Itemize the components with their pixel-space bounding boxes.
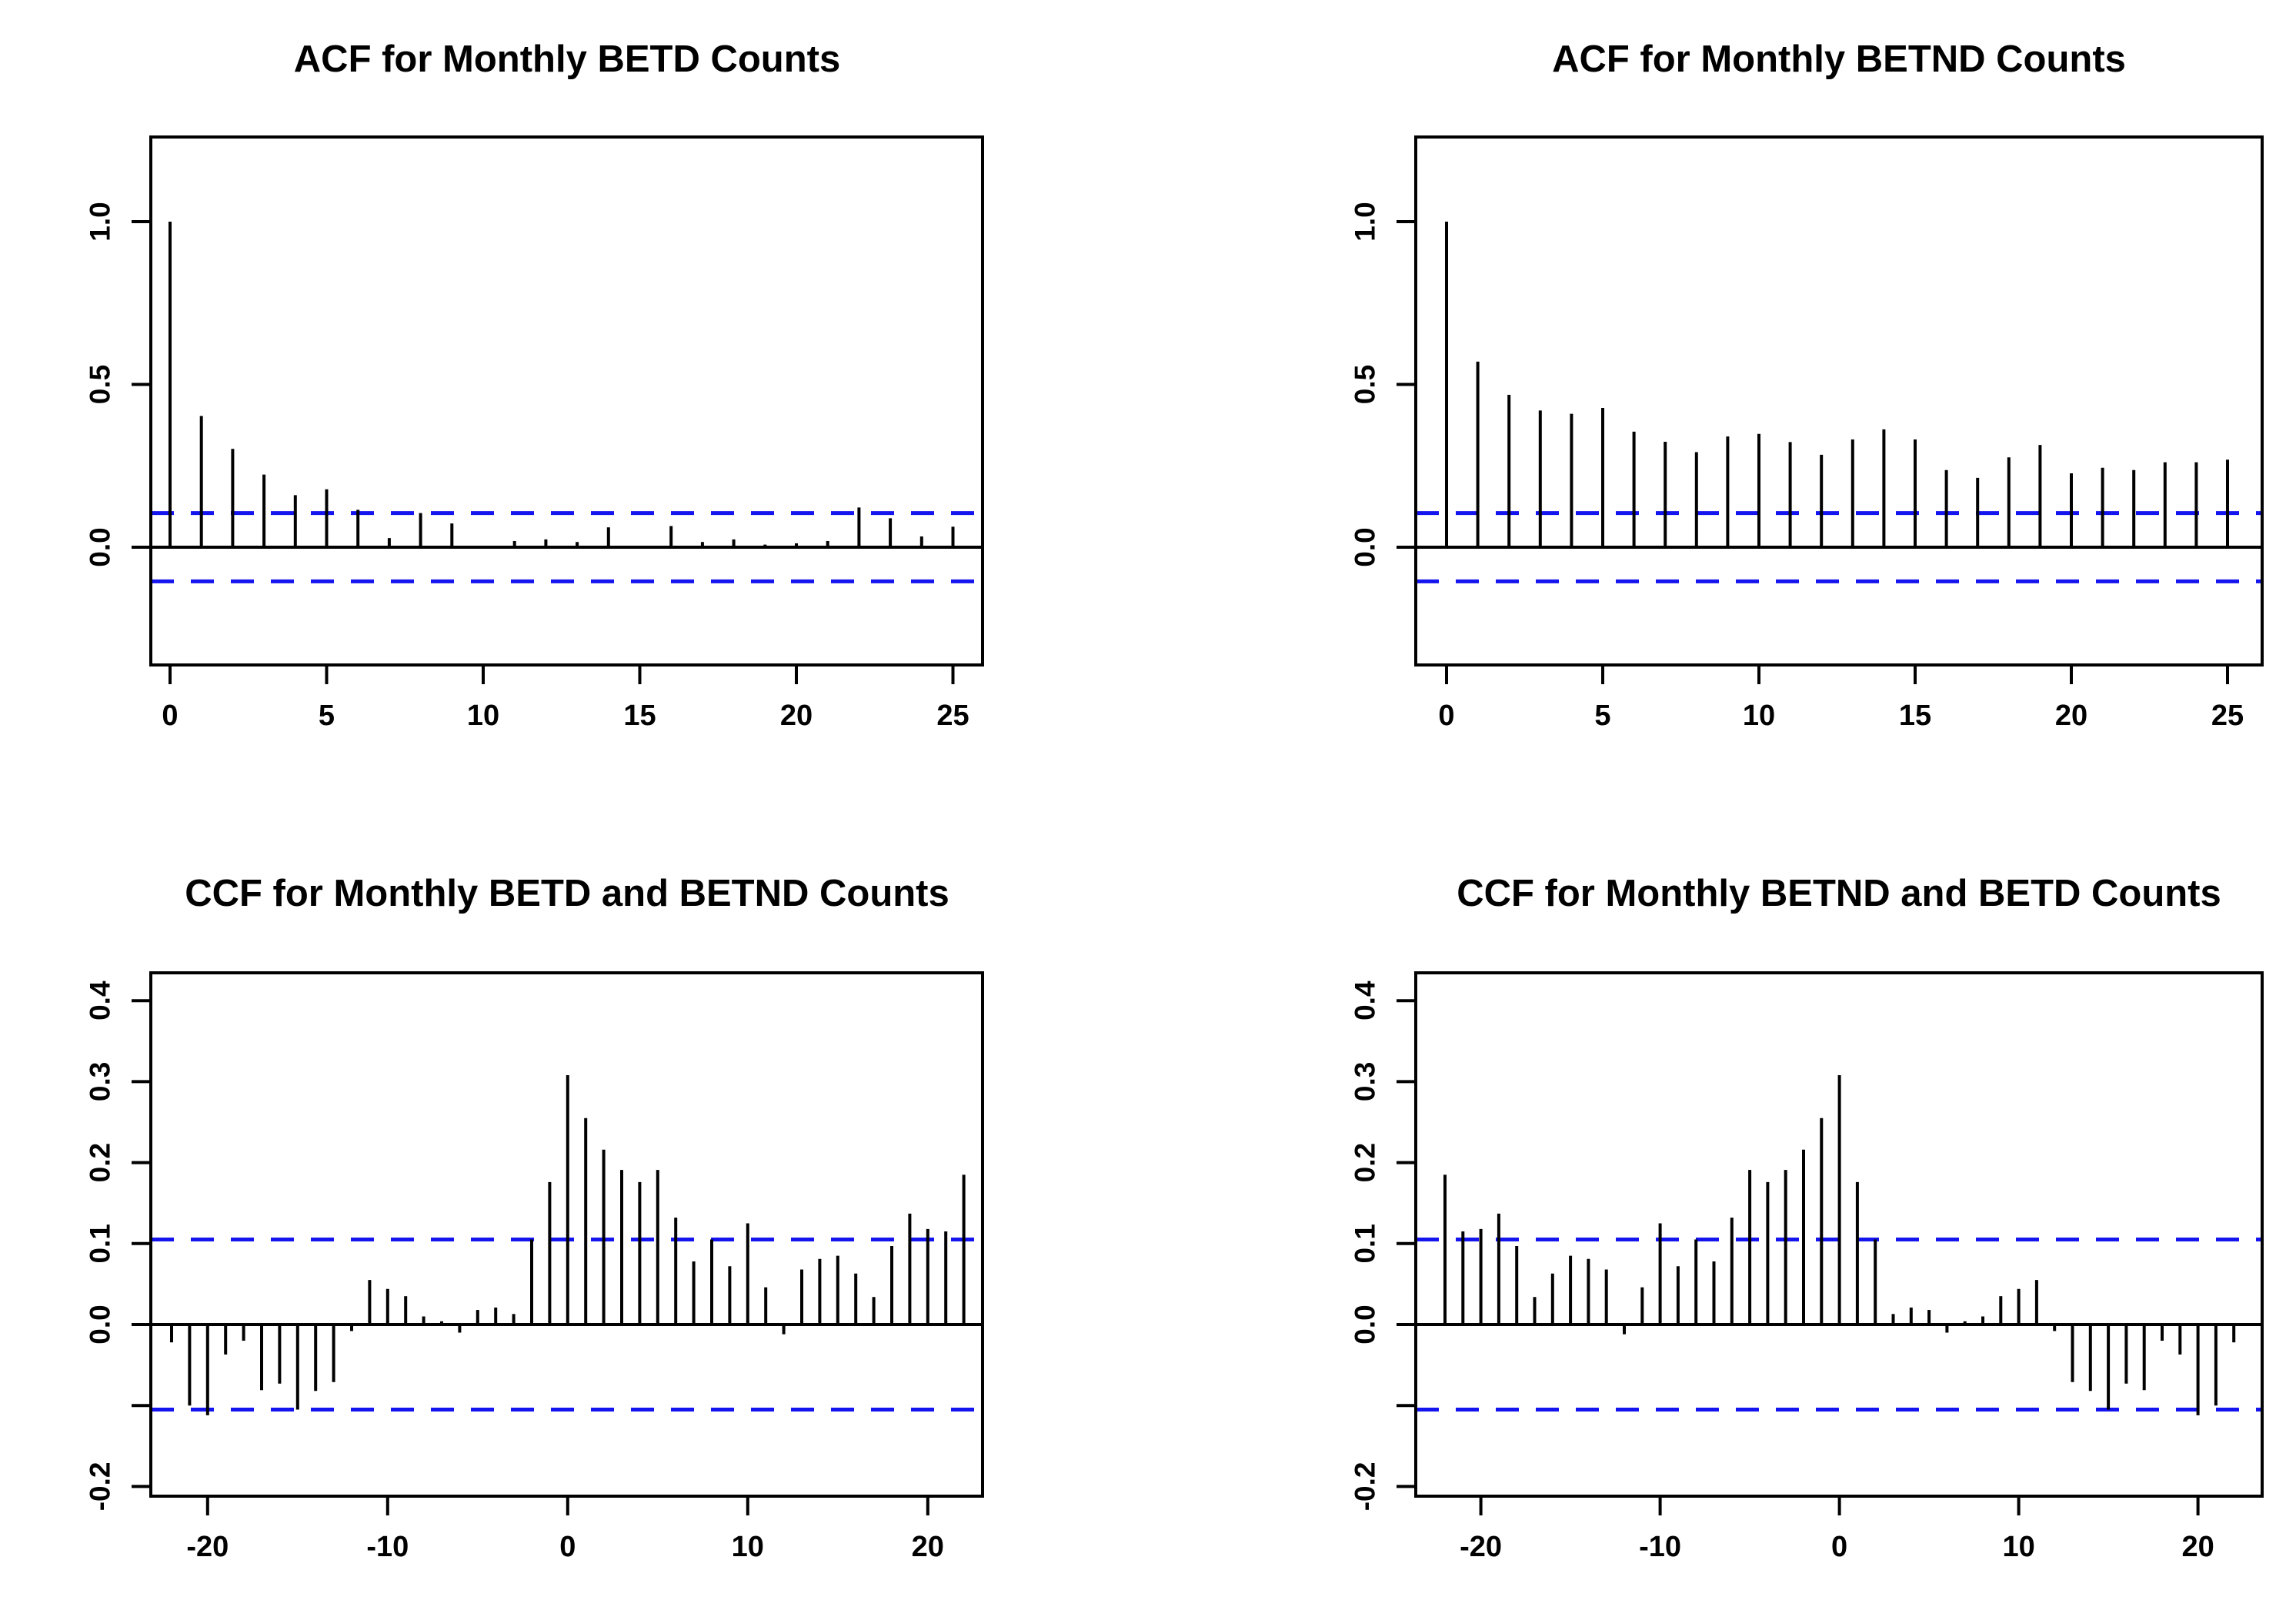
x-tick-label: 15 — [623, 700, 656, 732]
acf-betnd-stems — [1445, 222, 2229, 547]
y-tick-label: 0.3 — [1350, 1062, 1381, 1101]
x-tick-label: -20 — [1460, 1531, 1502, 1563]
chart-title-ccf-betnd-betd: CCF for Monthly BETND and BETD Counts — [1457, 873, 2221, 914]
x-axis: 0 5 10 15 20 25 — [1438, 665, 2244, 732]
chart-title-acf-betnd: ACF for Monthly BETND Counts — [1552, 38, 2126, 80]
y-tick-label: 0.4 — [85, 981, 116, 1021]
x-tick-label: 0 — [162, 700, 178, 732]
ccf-betnd-betd-stems — [1443, 1074, 2236, 1415]
y-tick-label: 0.0 — [1350, 527, 1381, 566]
x-tick-label: 0 — [1831, 1531, 1847, 1563]
x-tick-label: 20 — [780, 700, 813, 732]
y-tick-label: 0.1 — [85, 1224, 116, 1263]
y-tick-label: 0.0 — [85, 527, 116, 566]
y-tick-label: -0.2 — [85, 1462, 116, 1512]
x-tick-label: 25 — [2211, 700, 2244, 732]
x-tick-label: 0 — [1438, 700, 1454, 732]
y-tick-label: 0.1 — [1350, 1224, 1381, 1263]
ccf-betnd-betd-canvas: 0.4 0.3 0.2 0.1 0.0 -0.2 -20 -10 0 10 20 — [1350, 971, 2264, 1563]
x-tick-label: -10 — [1639, 1531, 1681, 1563]
x-tick-label: -20 — [186, 1531, 229, 1563]
x-tick-label: 25 — [936, 700, 969, 732]
y-tick-label: 0.2 — [85, 1143, 116, 1182]
x-tick-label: 20 — [912, 1531, 944, 1563]
ccf-betd-betnd-canvas: 0.4 0.3 0.2 0.1 0.0 -0.2 -20 -10 0 10 20 — [85, 971, 984, 1563]
x-tick-label: 15 — [1899, 700, 1931, 732]
x-tick-label: 10 — [2002, 1531, 2034, 1563]
y-axis: 1.0 0.5 0.0 — [1350, 202, 1416, 567]
acf-betnd-canvas: 1.0 0.5 0.0 0 5 10 15 20 25 — [1350, 135, 2264, 732]
x-tick-label: 10 — [467, 700, 499, 732]
y-axis: 0.4 0.3 0.2 0.1 0.0 -0.2 — [85, 981, 151, 1512]
acf-betd-stems — [169, 222, 955, 547]
y-tick-label: 1.0 — [1350, 202, 1381, 241]
y-tick-label: 0.4 — [1350, 981, 1381, 1021]
chart-title-acf-betd: ACF for Monthly BETD Counts — [293, 38, 841, 80]
x-tick-label: -10 — [366, 1531, 409, 1563]
y-tick-label: 0.0 — [1350, 1305, 1381, 1344]
chart-title-ccf-betd-betnd: CCF for Monthly BETD and BETND Counts — [185, 873, 949, 914]
y-tick-label: 1.0 — [85, 202, 116, 241]
acf-betd-canvas: 1.0 0.5 0.0 0 5 10 15 20 25 — [85, 135, 984, 732]
plot-box — [149, 135, 984, 667]
x-tick-label: 0 — [559, 1531, 576, 1563]
y-axis: 0.4 0.3 0.2 0.1 0.0 -0.2 — [1350, 981, 1416, 1512]
y-tick-label: 0.0 — [85, 1305, 116, 1344]
plot-box — [1414, 135, 2264, 667]
x-tick-label: 5 — [1594, 700, 1610, 732]
y-tick-label: 0.3 — [85, 1062, 116, 1101]
y-axis: 1.0 0.5 0.0 — [85, 202, 151, 567]
y-tick-label: 0.2 — [1350, 1143, 1381, 1182]
y-tick-label: 0.5 — [85, 365, 116, 404]
x-tick-label: 10 — [1743, 700, 1775, 732]
x-tick-label: 20 — [2181, 1531, 2214, 1563]
x-tick-label: 5 — [319, 700, 335, 732]
x-tick-label: 20 — [2055, 700, 2087, 732]
ccf-betd-betnd-stems — [170, 1074, 966, 1415]
x-axis: 0 5 10 15 20 25 — [162, 665, 969, 732]
x-axis: -20 -10 0 10 20 — [1460, 1496, 2214, 1563]
y-tick-label: 0.5 — [1350, 365, 1381, 404]
y-tick-label: -0.2 — [1350, 1462, 1381, 1512]
x-axis: -20 -10 0 10 20 — [186, 1496, 944, 1563]
x-tick-label: 10 — [732, 1531, 764, 1563]
